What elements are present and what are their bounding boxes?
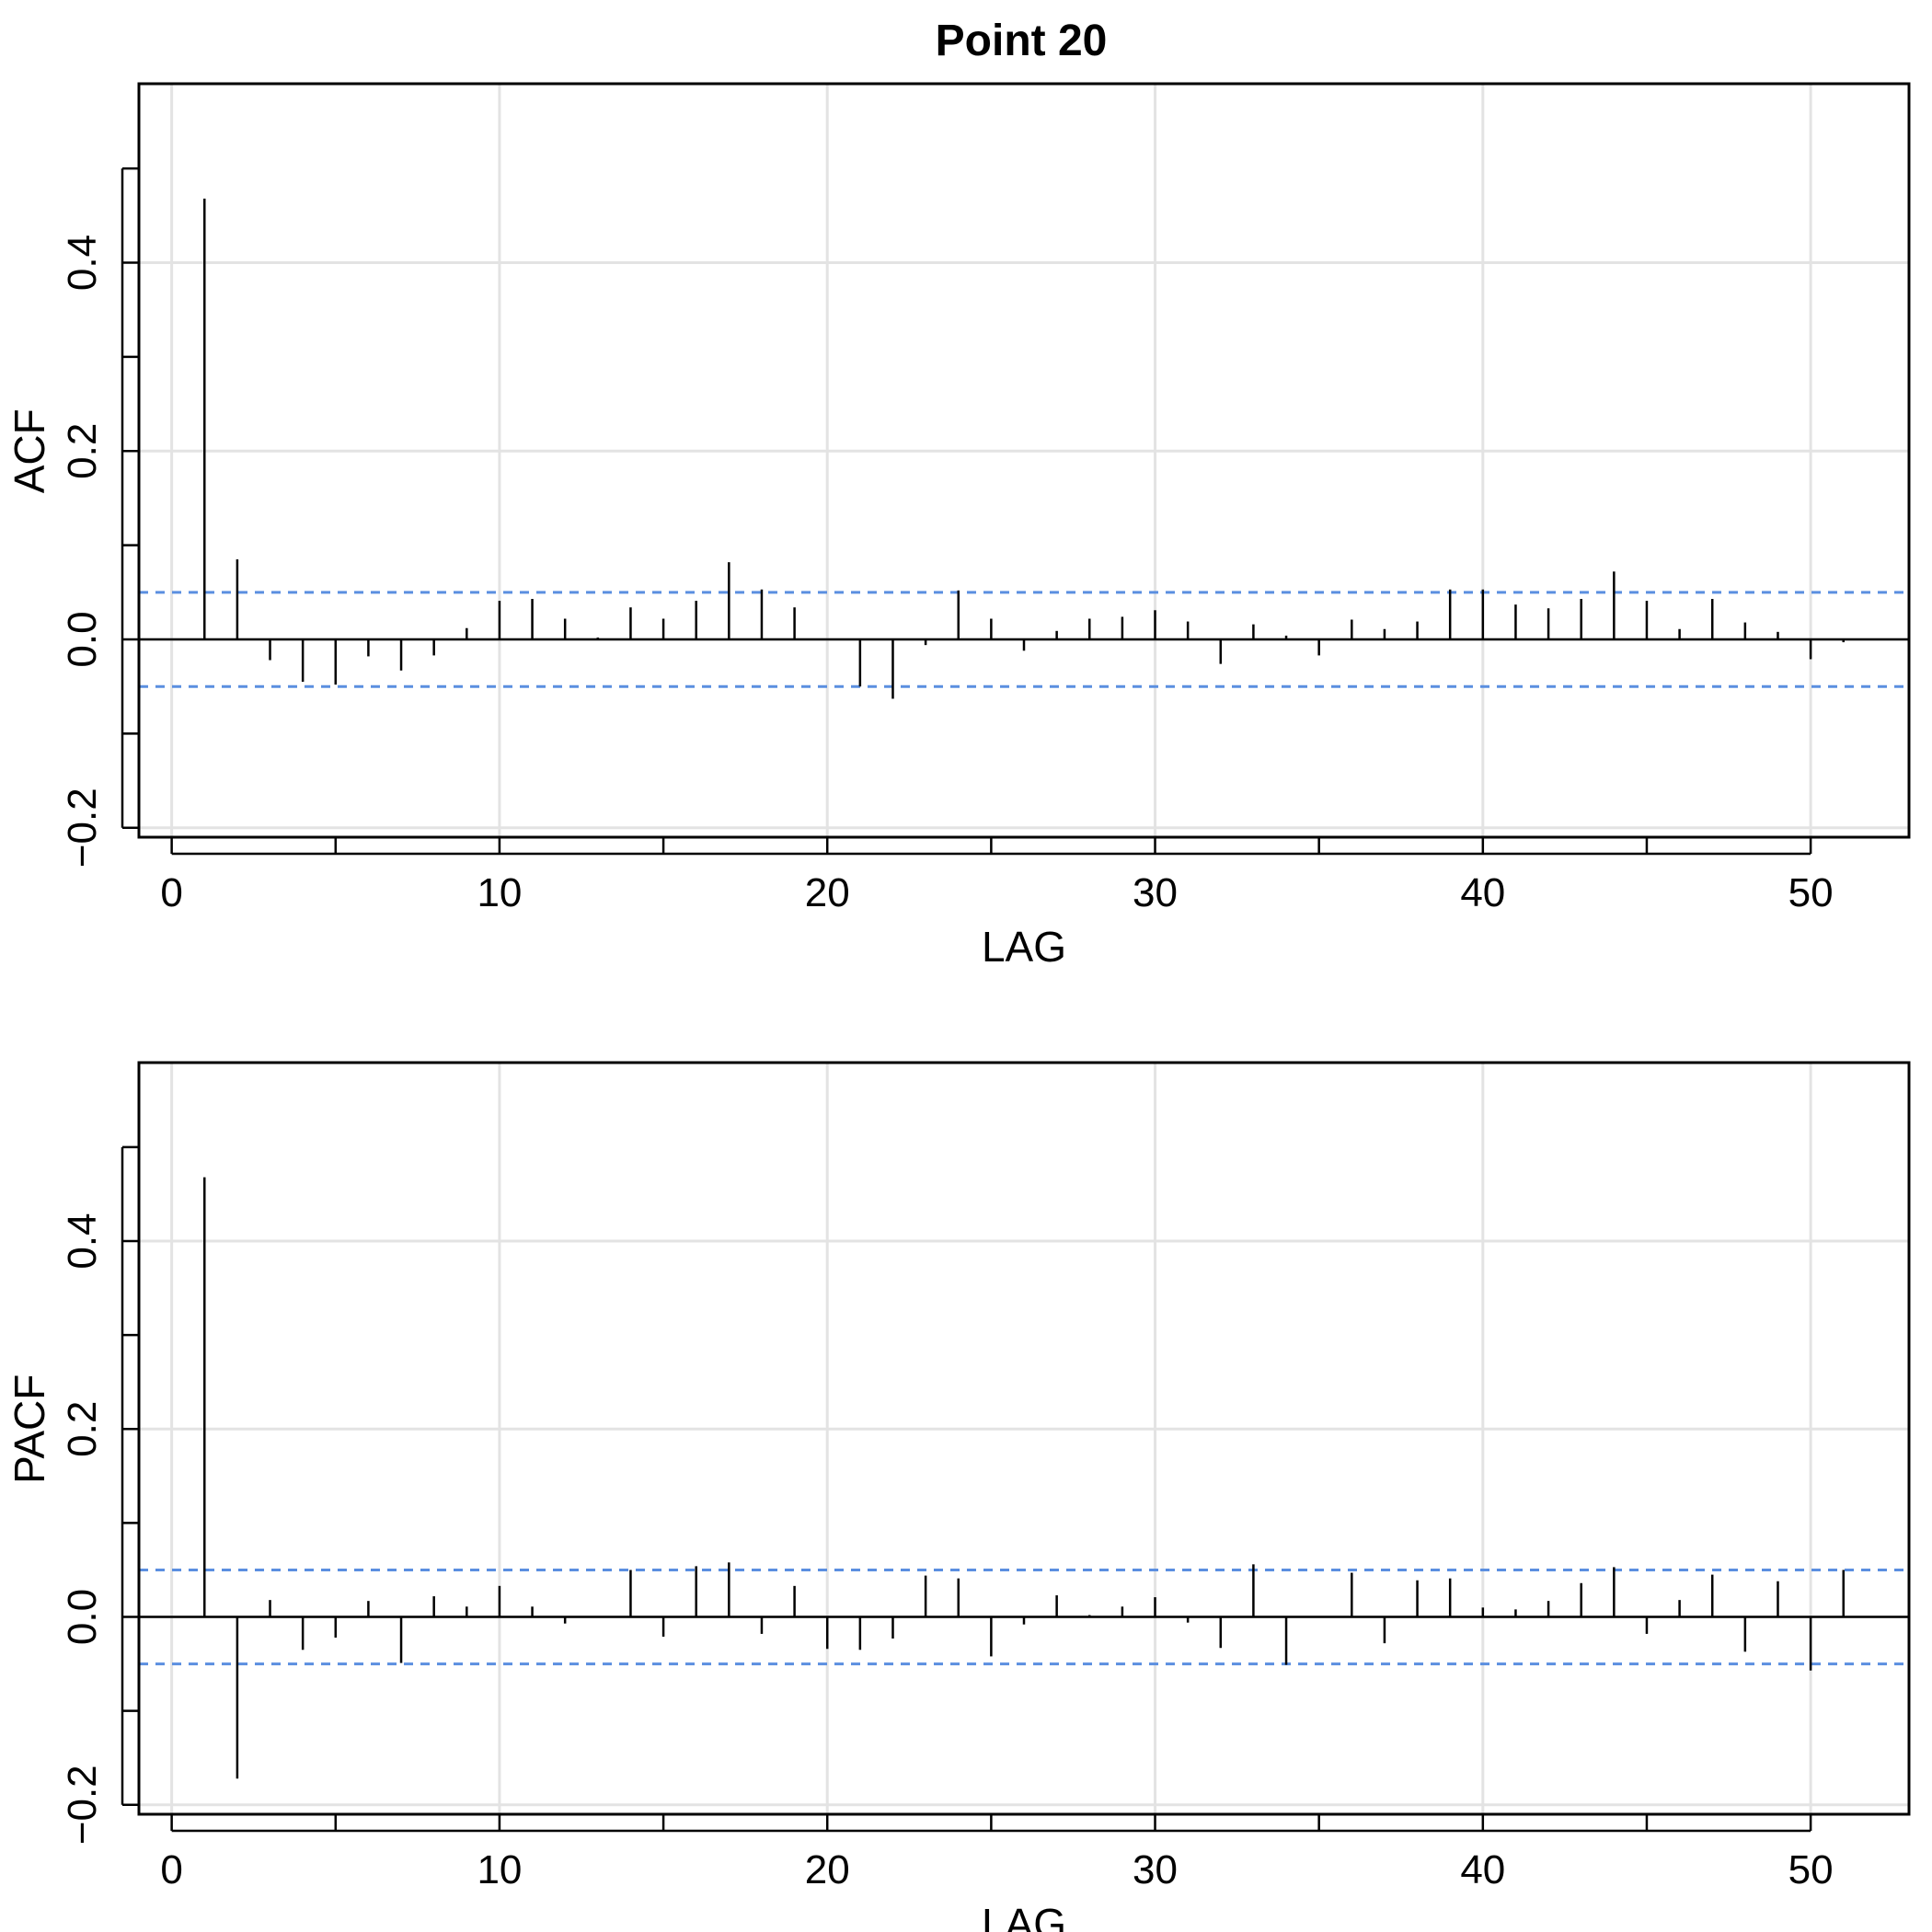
pacf-x-tick-label: 0 (160, 1847, 182, 1892)
pacf-x-axis-label: LAG (982, 1900, 1066, 1932)
acf-y-tick-label: 0.0 (60, 611, 105, 667)
pacf-y-tick-label: 0.2 (60, 1401, 105, 1457)
acf-x-tick-label: 10 (477, 870, 522, 915)
pacf-x-tick-label: 50 (1788, 1847, 1834, 1892)
acf-plot-frame (137, 82, 1911, 839)
acf-y-tick-label: −0.2 (60, 788, 105, 868)
pacf-y-axis-label: PACF (6, 1374, 53, 1484)
pacf-plot-frame (137, 1061, 1911, 1816)
pacf-x-tick-label: 30 (1133, 1847, 1178, 1892)
acf-x-tick-label: 0 (160, 870, 182, 915)
acf-x-tick-label: 40 (1460, 870, 1505, 915)
pacf-panel: 0 10 20 30 40 50 −0.2 0.0 0.2 0.4 LAG PACF (6, 1061, 1911, 1932)
acf-y-tick-label: 0.2 (60, 423, 105, 479)
acf-x-tick-label: 20 (805, 870, 850, 915)
acf-panel: 0 10 20 30 40 50 −0.2 0.0 0.2 0.4 LAG ACF (6, 82, 1911, 971)
pacf-y-tick-label: 0.4 (60, 1213, 105, 1269)
figure-title: Point 20 (936, 17, 1108, 65)
acf-x-tick-label: 30 (1133, 870, 1178, 915)
pacf-y-tick-label: −0.2 (60, 1765, 105, 1845)
acf-x-tick-label: 50 (1788, 870, 1834, 915)
pacf-x-tick-label: 20 (805, 1847, 850, 1892)
pacf-x-tick-label: 10 (477, 1847, 522, 1892)
acf-y-axis-label: ACF (6, 408, 53, 493)
pacf-x-tick-label: 40 (1460, 1847, 1505, 1892)
acf-x-axis-label: LAG (982, 923, 1066, 971)
pacf-y-tick-label: 0.0 (60, 1589, 105, 1645)
acf-y-tick-label: 0.4 (60, 235, 105, 291)
